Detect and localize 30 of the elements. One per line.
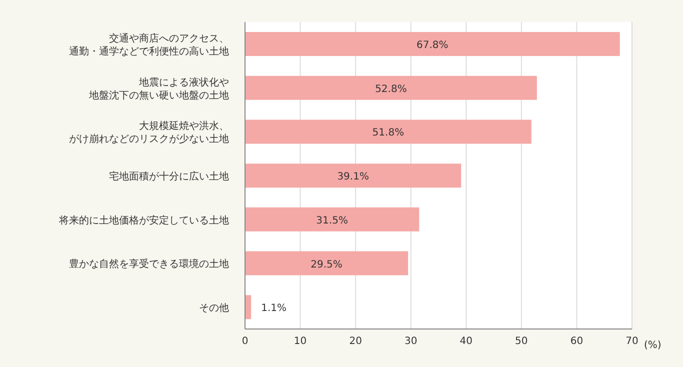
data-label: 29.5% [310, 259, 342, 270]
bar [245, 32, 620, 56]
x-tick-label: 60 [570, 336, 584, 348]
x-tick-label: 20 [349, 336, 362, 348]
data-label: 52.8% [375, 84, 407, 95]
bar [245, 207, 420, 232]
x-tick-label: 70 [626, 336, 638, 348]
y-tick-label: 交通や商店へのアクセス、通勤・通学などで利便性の高い土地 [69, 32, 229, 58]
data-label: 31.5% [316, 215, 348, 226]
data-label: 39.1% [337, 172, 369, 183]
bar [245, 251, 408, 276]
x-tick-label: 0 [242, 336, 248, 348]
data-label: 51.8% [372, 128, 404, 139]
x-tick-label: 10 [294, 336, 307, 348]
x-tick-label: 40 [460, 336, 473, 348]
bar [245, 164, 462, 188]
bar [245, 76, 537, 100]
data-label: 67.8% [416, 40, 448, 51]
bar [245, 295, 252, 320]
data-label: 1.1% [261, 303, 286, 314]
y-tick-label: 大規模延焼や洪水、がけ崩れなどのリスクが少ない土地 [69, 120, 229, 146]
y-tick-label: 地震による液状化や地盤沈下の無い硬い地盤の土地 [88, 76, 229, 102]
y-tick-label: 将来的に土地価格が安定している土地 [58, 214, 229, 226]
x-tick-label: 30 [404, 336, 418, 348]
y-tick-label: 豊かな自然を享受できる環境の土地 [69, 258, 229, 270]
x-axis-title: (%) [644, 340, 662, 351]
y-tick-label: その他 [199, 302, 229, 314]
bar [245, 120, 532, 144]
y-tick-label: 宅地面積が十分に広い土地 [109, 170, 229, 182]
x-tick-label: 50 [515, 336, 528, 348]
